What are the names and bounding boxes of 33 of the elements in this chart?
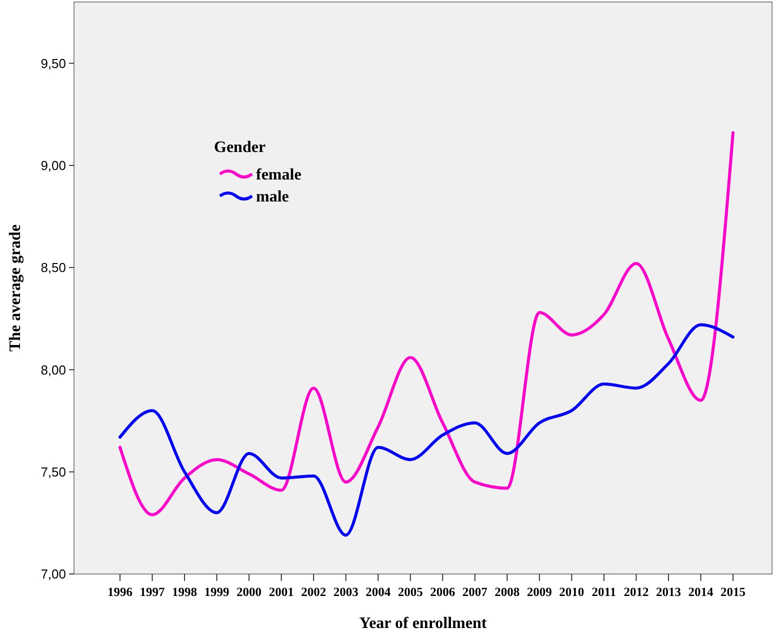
line-series — [118, 131, 734, 516]
y-tick-label: 8,50 — [40, 260, 66, 276]
x-tick-label: 2015 — [720, 585, 746, 599]
x-tick-label: 2007 — [462, 585, 488, 599]
legend-title: Gender — [214, 139, 266, 156]
x-tick-label: 2003 — [333, 585, 358, 599]
y-axis-title: The average grade — [7, 224, 24, 352]
x-tick-label: 2001 — [268, 585, 294, 599]
y-tick-label: 7,00 — [40, 566, 66, 582]
legend-label: male — [256, 188, 289, 206]
x-tick-label: 1997 — [140, 585, 165, 599]
x-tick-label: 2009 — [526, 585, 552, 599]
y-tick-label: 9,50 — [40, 56, 66, 71]
x-tick-label: 1999 — [204, 585, 230, 599]
x-tick-label: 2011 — [592, 585, 616, 599]
x-axis-title: Year of enrollment — [359, 615, 488, 632]
x-tick-label: 2006 — [430, 585, 456, 599]
x-tick-label: 1996 — [108, 585, 132, 599]
x-tick-label: 2010 — [559, 585, 584, 599]
line-series — [118, 323, 734, 537]
y-tick-label: 8,00 — [40, 362, 66, 378]
y-tick-label: 9,00 — [40, 158, 66, 173]
legend-label: female — [256, 166, 302, 184]
x-tick-label: 2012 — [624, 585, 649, 599]
x-tick-label: 2005 — [398, 585, 423, 599]
x-tick-label: 2004 — [366, 585, 392, 599]
x-tick-label: 2013 — [656, 585, 681, 599]
x-tick-label: 2014 — [688, 585, 714, 599]
x-tick-label: 2002 — [301, 585, 326, 599]
x-tick-label: 2000 — [236, 585, 262, 599]
y-tick-label: 7,50 — [40, 464, 66, 480]
x-tick-label: 1998 — [172, 585, 198, 599]
x-tick-label: 2008 — [494, 585, 520, 599]
